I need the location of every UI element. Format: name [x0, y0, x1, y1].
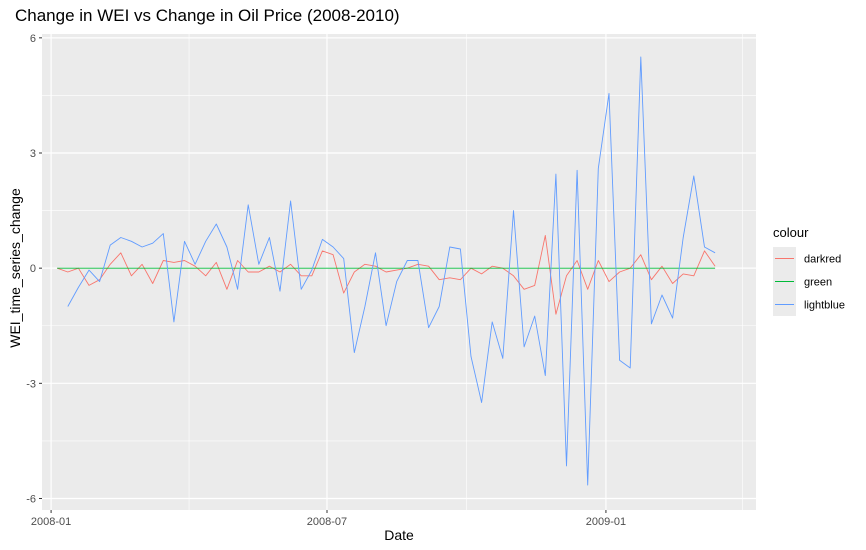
legend-entries: darkred green lightblue: [773, 247, 845, 316]
y-axis: 6 3 0 -3 -6: [26, 33, 42, 505]
legend-title: colour: [773, 225, 809, 240]
legend-label-lightblue: lightblue: [804, 300, 845, 312]
legend-label-darkred: darkred: [804, 254, 841, 266]
x-tick-label: 2009-01: [586, 516, 626, 528]
y-axis-label: WEI_time_series_change: [7, 188, 23, 348]
y-tick-label: 6: [30, 33, 36, 45]
x-axis: 2008-01 2008-07 2009-01: [31, 510, 626, 528]
series-line-lightblue: [67, 56, 716, 486]
plot-panel: [42, 34, 756, 510]
y-tick-label: 0: [30, 263, 36, 275]
y-tick-label: -3: [26, 378, 36, 390]
legend: colour darkred green lightblue: [773, 225, 845, 316]
y-tick-label: 3: [30, 148, 36, 160]
x-tick-label: 2008-07: [307, 516, 347, 528]
x-tick-label: 2008-01: [31, 516, 71, 528]
x-axis-label: Date: [384, 527, 414, 543]
y-tick-label: -6: [26, 493, 36, 505]
minor-gridlines: [42, 34, 756, 510]
chart-title: Change in WEI vs Change in Oil Price (20…: [15, 6, 400, 25]
series-lines: [57, 56, 716, 486]
legend-label-green: green: [804, 277, 832, 289]
